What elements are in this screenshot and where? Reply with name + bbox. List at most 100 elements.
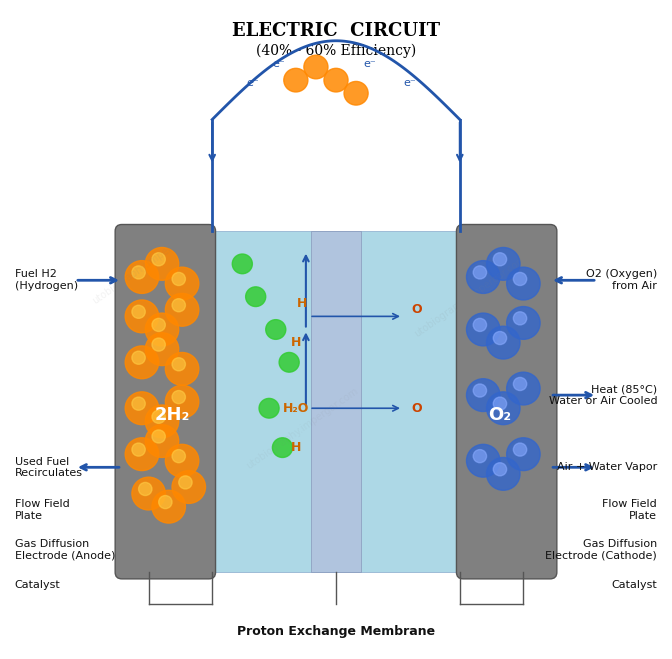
Text: Proton Exchange Membrane: Proton Exchange Membrane (237, 625, 435, 638)
Circle shape (324, 69, 348, 92)
Circle shape (279, 353, 299, 372)
Text: Used Fuel
Recirculates: Used Fuel Recirculates (15, 457, 83, 478)
Circle shape (172, 358, 185, 371)
Circle shape (507, 306, 540, 339)
Text: e⁻: e⁻ (403, 78, 416, 88)
Circle shape (125, 438, 159, 471)
Circle shape (132, 305, 145, 318)
Text: Gas Diffusion
Electrode (Anode): Gas Diffusion Electrode (Anode) (15, 538, 115, 560)
Circle shape (466, 313, 500, 346)
Circle shape (132, 443, 145, 456)
Circle shape (507, 372, 540, 405)
Circle shape (473, 266, 487, 279)
Circle shape (172, 449, 185, 463)
Text: Flow Field
Plate: Flow Field Plate (603, 499, 657, 521)
Circle shape (507, 438, 540, 471)
Text: O: O (411, 303, 421, 316)
Circle shape (132, 397, 145, 410)
Circle shape (233, 254, 253, 273)
Circle shape (487, 248, 520, 280)
Circle shape (172, 299, 185, 312)
Circle shape (246, 287, 265, 306)
Text: O₂: O₂ (489, 406, 511, 424)
Circle shape (152, 490, 185, 523)
Text: H: H (291, 441, 301, 454)
Text: O: O (411, 402, 421, 415)
Circle shape (473, 449, 487, 463)
Circle shape (466, 379, 500, 411)
Circle shape (473, 384, 487, 397)
Circle shape (152, 318, 165, 331)
Text: H₂O: H₂O (283, 402, 309, 415)
Circle shape (132, 477, 165, 510)
Circle shape (304, 55, 328, 79)
Text: H: H (291, 336, 301, 349)
Circle shape (165, 386, 199, 418)
Circle shape (145, 313, 179, 346)
Circle shape (493, 397, 507, 410)
Text: (40% - 60% Efficiency): (40% - 60% Efficiency) (256, 43, 416, 58)
Text: Flow Field
Plate: Flow Field Plate (15, 499, 69, 521)
Circle shape (344, 82, 368, 105)
Circle shape (145, 333, 179, 366)
Text: Heat (85°C)
Water or Air Cooled: Heat (85°C) Water or Air Cooled (548, 384, 657, 406)
Circle shape (493, 252, 507, 266)
Text: O2 (Oxygen)
from Air: O2 (Oxygen) from Air (586, 270, 657, 291)
Circle shape (493, 463, 507, 476)
Circle shape (473, 318, 487, 331)
Circle shape (125, 260, 159, 293)
Text: utobiography.impergar.com: utobiography.impergar.com (91, 221, 206, 306)
Text: e⁻: e⁻ (273, 59, 286, 69)
Circle shape (272, 438, 292, 457)
Circle shape (125, 346, 159, 379)
Circle shape (493, 331, 507, 345)
FancyBboxPatch shape (456, 225, 557, 579)
Text: Fuel H2
(Hydrogen): Fuel H2 (Hydrogen) (15, 270, 78, 291)
Text: utobiography.impergar.com: utobiography.impergar.com (412, 254, 528, 339)
Text: Gas Diffusion
Electrode (Cathode): Gas Diffusion Electrode (Cathode) (546, 538, 657, 560)
Circle shape (513, 443, 527, 456)
Circle shape (487, 326, 520, 359)
Circle shape (172, 471, 206, 503)
Text: H: H (297, 297, 308, 310)
Circle shape (132, 351, 145, 364)
Text: utobiography.impergar.com: utobiography.impergar.com (245, 386, 360, 471)
Bar (209, 231, 463, 572)
Text: ELECTRIC  CIRCUIT: ELECTRIC CIRCUIT (232, 22, 440, 40)
Circle shape (145, 424, 179, 457)
Circle shape (507, 267, 540, 300)
Circle shape (125, 392, 159, 424)
Circle shape (165, 293, 199, 326)
Circle shape (179, 476, 192, 489)
Bar (310, 231, 362, 572)
Circle shape (259, 399, 279, 418)
FancyBboxPatch shape (115, 225, 216, 579)
Circle shape (487, 457, 520, 490)
Circle shape (145, 248, 179, 280)
Text: e⁻: e⁻ (246, 78, 259, 88)
Circle shape (172, 391, 185, 404)
Circle shape (165, 444, 199, 477)
Circle shape (466, 260, 500, 293)
Circle shape (513, 378, 527, 391)
Circle shape (125, 300, 159, 333)
Text: e⁻: e⁻ (363, 59, 376, 69)
Circle shape (466, 444, 500, 477)
Circle shape (138, 482, 152, 496)
Circle shape (152, 430, 165, 443)
Text: Catalyst: Catalyst (612, 581, 657, 590)
Text: Catalyst: Catalyst (15, 581, 60, 590)
Circle shape (165, 267, 199, 300)
Circle shape (487, 392, 520, 424)
Circle shape (159, 496, 172, 509)
Circle shape (513, 312, 527, 325)
Circle shape (284, 69, 308, 92)
Circle shape (132, 266, 145, 279)
Circle shape (152, 410, 165, 423)
Circle shape (152, 338, 165, 351)
Circle shape (265, 320, 286, 339)
Text: 2H₂: 2H₂ (155, 406, 190, 424)
Circle shape (152, 252, 165, 266)
Circle shape (172, 272, 185, 285)
Circle shape (165, 353, 199, 386)
